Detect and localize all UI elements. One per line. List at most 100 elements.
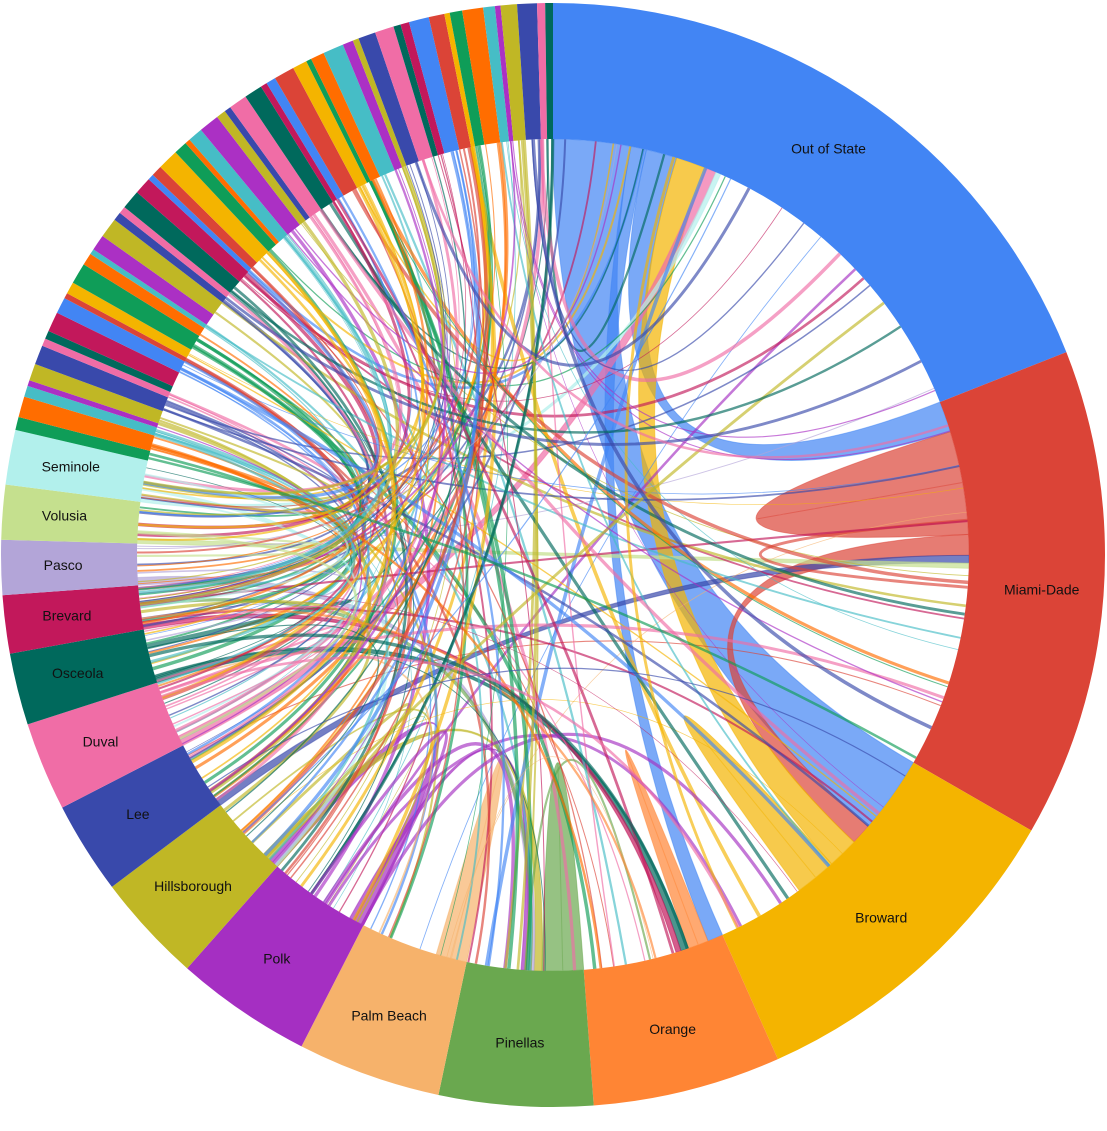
segment-arc-small-49[interactable] (274, 67, 358, 196)
segment-arc-duval[interactable] (27, 682, 184, 808)
segment-arc-small-23[interactable] (48, 312, 180, 387)
segment-arc-small-57[interactable] (375, 26, 433, 162)
chord-line-202 (137, 143, 618, 550)
segment-arc-small-21[interactable] (42, 338, 171, 398)
segment-arc-small-63[interactable] (449, 10, 485, 147)
segment-arc-small-41[interactable] (189, 129, 288, 242)
chord-line-204 (161, 656, 740, 928)
chord-line-217 (421, 159, 949, 459)
chord-line-207 (143, 165, 446, 495)
segment-arc-pasco[interactable] (0, 539, 139, 596)
segment-label-osceola: Osceola (52, 665, 104, 681)
segment-arc-small-17[interactable] (24, 385, 158, 436)
segment-arc-volusia[interactable] (1, 484, 141, 544)
segment-arc-small-68[interactable] (517, 3, 541, 140)
segment-arc-small-33[interactable] (119, 207, 231, 298)
segment-arc-small-50[interactable] (293, 61, 368, 188)
segment-arc-small-42[interactable] (200, 116, 300, 235)
segment-arc-small-39[interactable] (175, 143, 277, 252)
segment-arc-small-22[interactable] (45, 331, 173, 392)
ribbon-6[interactable] (683, 715, 833, 892)
segment-arc-polk[interactable] (187, 866, 364, 1047)
segment-arc-small-20[interactable] (35, 345, 169, 412)
segment-arc-small-29[interactable] (90, 249, 207, 329)
segment-arc-small-32[interactable] (114, 212, 227, 303)
segment-arc-small-43[interactable] (217, 111, 306, 225)
segment-arc-osceola[interactable] (9, 629, 158, 725)
chord-line-54 (148, 164, 448, 653)
segment-arc-small-56[interactable] (358, 32, 419, 166)
segment-arc-small-28[interactable] (83, 253, 205, 336)
segment-arc-small-59[interactable] (400, 22, 445, 156)
segment-arc-seminole[interactable] (5, 429, 148, 502)
segment-arc-small-60[interactable] (408, 17, 460, 154)
segment-arc-small-40[interactable] (185, 139, 280, 245)
segment-label-layer: Out of State Miami-Dade Broward Orange Pinel… (42, 141, 1080, 1051)
chord-line-184 (531, 139, 933, 730)
segment-arc-small-47[interactable] (260, 83, 338, 202)
segment-arc-small-18[interactable] (27, 380, 159, 428)
segment-arc-small-61[interactable] (428, 13, 472, 150)
segment-arc-small-66[interactable] (494, 5, 514, 142)
segment-arc-small-26[interactable] (67, 282, 192, 358)
chord-line-179 (310, 730, 448, 926)
segment-label-volusia: Volusia (42, 508, 87, 524)
chord-line-80 (232, 708, 433, 923)
segment-arc-small-38[interactable] (160, 152, 269, 263)
segment-arc-small-31[interactable] (102, 219, 223, 315)
segment-arc-pinellas[interactable] (438, 961, 594, 1107)
segment-arc-small-70[interactable] (545, 3, 553, 140)
segment-arc-small-34[interactable] (124, 192, 240, 293)
chord-line-108 (182, 364, 960, 495)
segment-arc-small-69[interactable] (536, 3, 548, 140)
segment-label-lee: Lee (126, 806, 150, 822)
chord-line-163 (242, 147, 489, 835)
segment-arc-small-62[interactable] (444, 12, 476, 148)
segment-label-polk: Polk (263, 950, 291, 966)
segment-arc-small-19[interactable] (29, 364, 163, 424)
segment-arc-small-53[interactable] (323, 44, 395, 177)
chord-line-197 (263, 151, 480, 857)
segment-arc-small-52[interactable] (311, 52, 381, 182)
segment-arc-small-27[interactable] (72, 264, 200, 350)
segment-arc-broward[interactable] (722, 762, 1032, 1060)
segment-arc-small-64[interactable] (462, 7, 501, 145)
chord-line-214 (139, 221, 400, 606)
segment-arc-small-24[interactable] (56, 298, 185, 373)
segment-arc-small-55[interactable] (352, 38, 407, 168)
segment-arc-small-48[interactable] (266, 78, 344, 200)
segment-arc-small-51[interactable] (306, 58, 371, 183)
segment-arc-small-30[interactable] (93, 236, 214, 325)
segment-arc-hillsborough[interactable] (111, 805, 278, 969)
segment-arc-palm-beach[interactable] (301, 925, 467, 1095)
segment-arc-out-of-state[interactable] (553, 3, 1067, 403)
chord-line-203 (140, 473, 349, 609)
segment-arc-lee[interactable] (62, 745, 221, 887)
segment-arc-small-16[interactable] (18, 396, 155, 451)
segment-arc-small-45[interactable] (230, 96, 322, 218)
segment-arc-miami-dade[interactable] (913, 352, 1105, 831)
segment-arc-small-36[interactable] (148, 174, 252, 272)
chord-line-167 (319, 208, 880, 815)
chord-line-23 (188, 640, 941, 756)
chord-line-171 (209, 142, 507, 792)
segment-arc-small-37[interactable] (152, 167, 258, 269)
segment-arc-small-15[interactable] (15, 416, 151, 461)
segment-arc-small-25[interactable] (64, 293, 187, 362)
chord-line-114 (162, 357, 366, 701)
segment-arc-small-46[interactable] (245, 86, 333, 210)
segment-arc-small-35[interactable] (136, 179, 249, 282)
chord-line-135 (139, 183, 424, 600)
chord-line-162 (143, 605, 357, 725)
chord-line-150 (506, 141, 959, 650)
segment-arc-brevard[interactable] (2, 585, 144, 654)
segment-arc-small-58[interactable] (393, 24, 439, 157)
segment-arc-orange[interactable] (583, 934, 778, 1106)
segment-arc-small-67[interactable] (500, 4, 526, 141)
segment-arc-small-65[interactable] (483, 6, 510, 143)
segment-arc-small-54[interactable] (342, 40, 403, 171)
chord-line-75 (205, 324, 533, 971)
chord-line-180 (137, 144, 496, 567)
ribbon-15[interactable] (137, 575, 536, 972)
segment-arc-small-44[interactable] (224, 107, 310, 221)
